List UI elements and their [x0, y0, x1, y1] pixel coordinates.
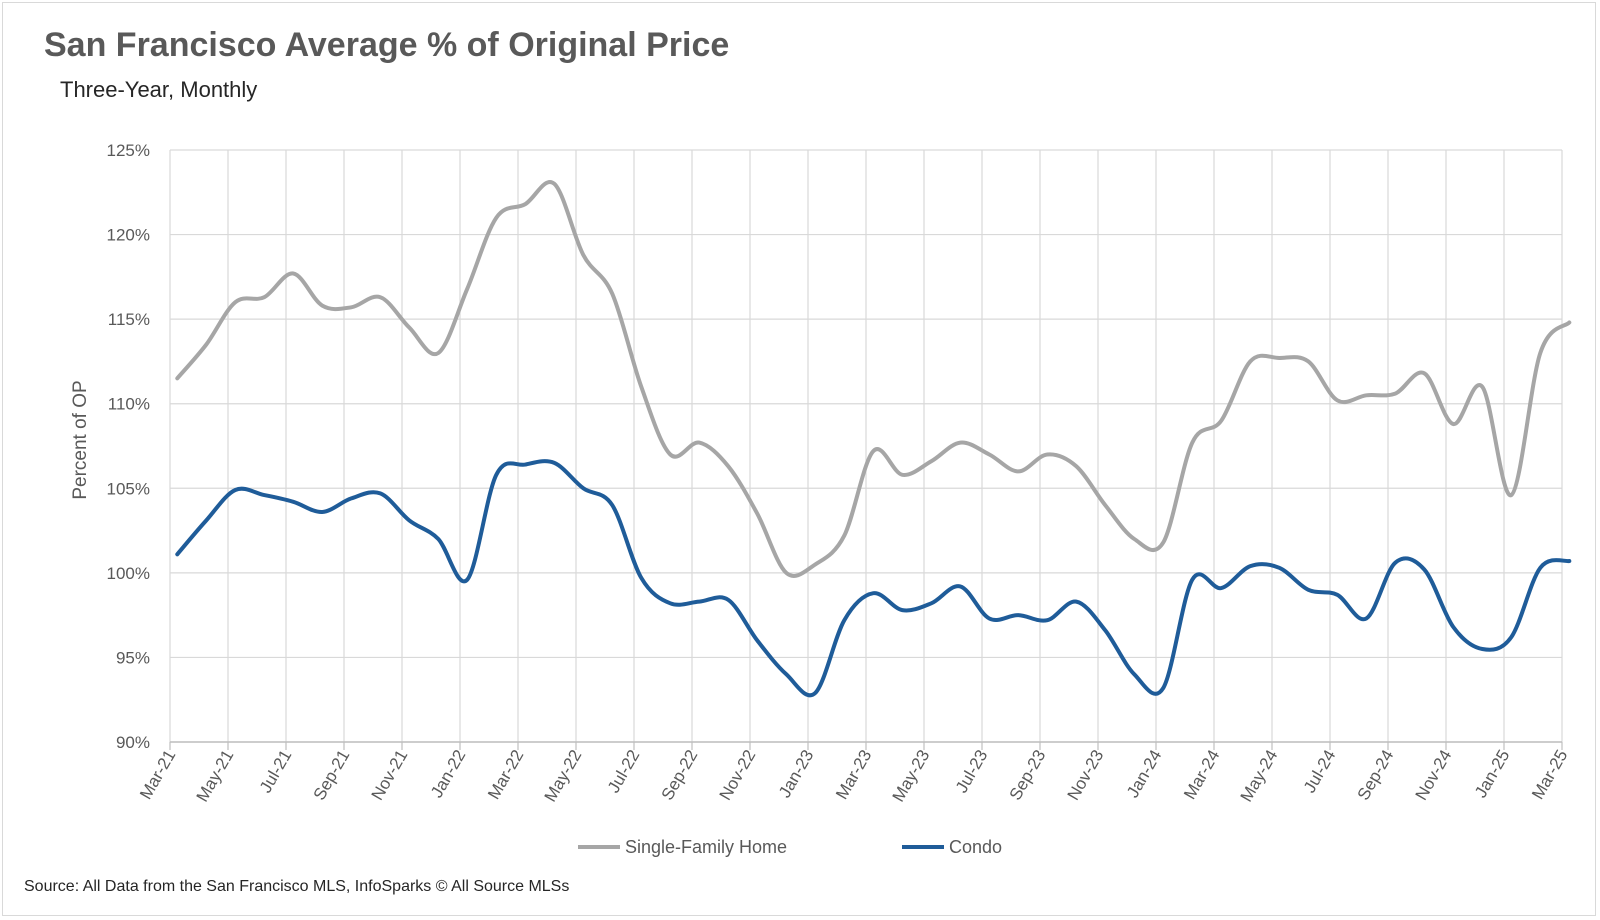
grid-lines: [169, 149, 1563, 750]
x-tick-label: Mar-22: [484, 747, 527, 803]
y-tick-label: 125%: [107, 141, 150, 160]
x-tick-label: Jan-22: [427, 747, 469, 802]
x-tick-label: Nov-23: [1064, 747, 1108, 804]
x-tick-label: Sep-21: [310, 747, 354, 804]
x-tick-label: Jan-24: [1123, 747, 1165, 802]
x-tick-label: Nov-24: [1412, 747, 1456, 804]
y-tick-label: 115%: [108, 310, 150, 329]
x-tick-label: May-22: [541, 747, 586, 806]
y-tick-label: 120%: [107, 226, 150, 245]
x-tick-label: Jan-25: [1471, 747, 1513, 802]
x-tick-label: May-21: [193, 747, 238, 806]
source-note: Source: All Data from the San Francisco …: [24, 878, 570, 895]
x-tick-label: May-23: [889, 747, 934, 806]
y-tick-label: 110%: [108, 395, 150, 414]
x-tick-label: Nov-22: [716, 747, 760, 804]
series-line-condo: [175, 459, 1572, 698]
legend-label-single-family-home: Single-Family Home: [625, 837, 787, 857]
x-tick-label: Jan-23: [775, 747, 817, 802]
x-tick-label: Mar-21: [136, 747, 179, 803]
y-axis-ticks: 90% 95% 100% 105% 110% 115% 120% 125%: [107, 141, 150, 752]
legend-label-condo: Condo: [949, 837, 1002, 857]
y-tick-label: 100%: [107, 564, 150, 583]
chart-subtitle: Three-Year, Monthly: [60, 77, 258, 102]
x-tick-label: Jul-24: [1300, 747, 1340, 797]
x-tick-label: Mar-24: [1180, 747, 1223, 803]
x-tick-label: Sep-22: [658, 747, 702, 804]
y-axis-title: Percent of OP: [70, 380, 91, 499]
series-line-single-family-home: [175, 180, 1572, 578]
x-tick-label: Jul-22: [604, 747, 644, 797]
x-tick-label: Mar-23: [832, 747, 875, 803]
x-tick-label: Mar-25: [1528, 747, 1571, 803]
series-lines: [175, 180, 1572, 698]
x-tick-label: Sep-24: [1354, 747, 1398, 804]
y-tick-label: 105%: [107, 479, 150, 498]
x-tick-label: Sep-23: [1006, 747, 1050, 804]
legend: Single-Family Home Condo: [578, 837, 1002, 857]
x-tick-label: Nov-21: [368, 747, 412, 804]
x-tick-label: Jul-21: [256, 747, 296, 797]
x-tick-label: May-24: [1237, 747, 1282, 806]
y-tick-label: 95%: [116, 648, 150, 667]
x-tick-label: Jul-23: [952, 747, 992, 797]
y-tick-label: 90%: [116, 733, 150, 752]
x-axis-ticks: Mar-21 May-21 Jul-21 Sep-21 Nov-21 Jan-22 Mar-…: [136, 747, 1571, 806]
chart-title: San Francisco Average % of Original Pric…: [44, 26, 730, 64]
